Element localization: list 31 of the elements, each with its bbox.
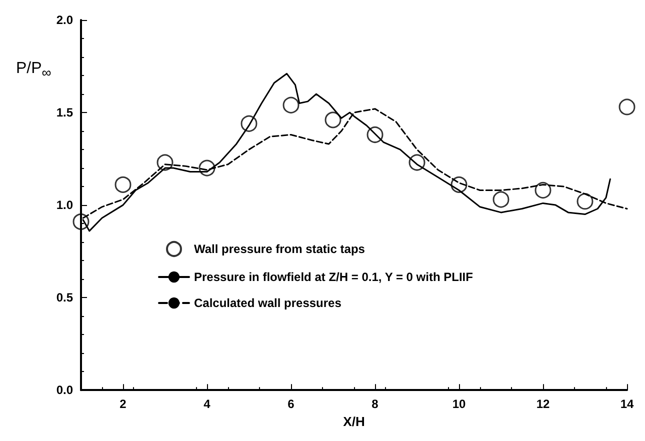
y-tick-label: 1.5 [56, 106, 74, 120]
point [450, 176, 468, 193]
x-axis-title: X/H [343, 414, 365, 429]
point [114, 176, 132, 193]
legend-label: Wall pressure from static taps [194, 242, 366, 256]
y-tick-label: 1.0 [56, 198, 74, 212]
x-tick-label: 12 [536, 397, 550, 412]
x-tick-label: 4 [204, 397, 211, 412]
point [408, 154, 426, 171]
x-tick-label: 10 [452, 397, 466, 412]
y-tick-label: 0.0 [56, 383, 74, 398]
point [282, 96, 300, 114]
x-tick-label: 14 [620, 397, 634, 412]
point [576, 193, 594, 210]
point [156, 154, 174, 171]
point [240, 115, 258, 132]
y-axis-title: P/P$_{∞}$ [16, 60, 52, 80]
point [534, 182, 552, 198]
point [618, 98, 636, 116]
point [72, 213, 90, 230]
y-tick-label: 0.5 [56, 290, 74, 305]
point [366, 126, 384, 143]
x-tick-label: 6 [288, 397, 295, 412]
x-tick-label: 8 [372, 397, 379, 412]
legend-label: Calculated wall pressures [194, 296, 342, 310]
y-tick-label: 2.0 [56, 13, 74, 27]
point [198, 160, 216, 176]
legend-label: Pressure in flowfield at Z/H = 0.1, Y = 0 with PLIIF [194, 270, 473, 284]
point [324, 112, 342, 128]
point [492, 191, 510, 208]
x-tick-label: 2 [120, 397, 127, 412]
